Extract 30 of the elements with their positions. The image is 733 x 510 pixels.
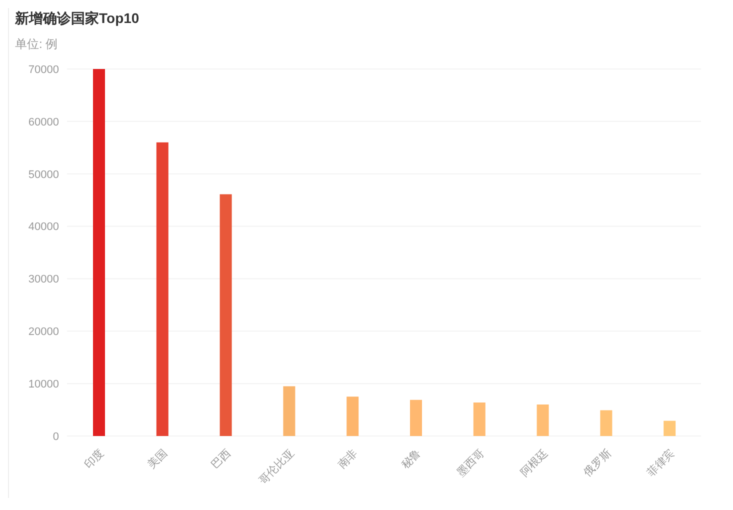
chart-subtitle: 单位: 例 (14, 36, 59, 53)
x-tick-label: 巴西 (209, 447, 234, 472)
y-tick-label: 10000 (28, 378, 59, 390)
bar (93, 69, 105, 436)
bar (600, 410, 612, 436)
bar (536, 404, 549, 436)
bar (156, 142, 168, 436)
x-tick-label: 印度 (82, 446, 106, 472)
bar (220, 194, 232, 436)
y-tick-label: 70000 (28, 64, 59, 76)
y-tick-label: 0 (52, 430, 59, 443)
bar (473, 402, 486, 436)
bar (346, 396, 359, 436)
x-tick-label: 俄罗斯 (581, 446, 614, 480)
y-tick-label: 50000 (28, 168, 59, 181)
x-tick-label: 菲律宾 (644, 446, 678, 480)
bar (410, 400, 422, 436)
x-tick-label: 秘鲁 (399, 447, 424, 472)
bar (283, 386, 296, 436)
y-tick-label: 60000 (28, 116, 59, 128)
y-tick-label: 40000 (28, 221, 59, 234)
y-tick-label: 30000 (28, 274, 59, 286)
x-tick-label: 美国 (145, 446, 170, 472)
chart-title: 新增确诊国家Top10 (14, 9, 140, 28)
x-tick-label: 墨西哥 (455, 447, 487, 480)
y-tick-label: 20000 (28, 326, 59, 338)
bar (664, 420, 676, 436)
x-tick-label: 阿根廷 (518, 447, 550, 480)
x-tick-label: 南非 (335, 446, 360, 472)
x-tick-label: 哥伦比亚 (256, 446, 297, 487)
